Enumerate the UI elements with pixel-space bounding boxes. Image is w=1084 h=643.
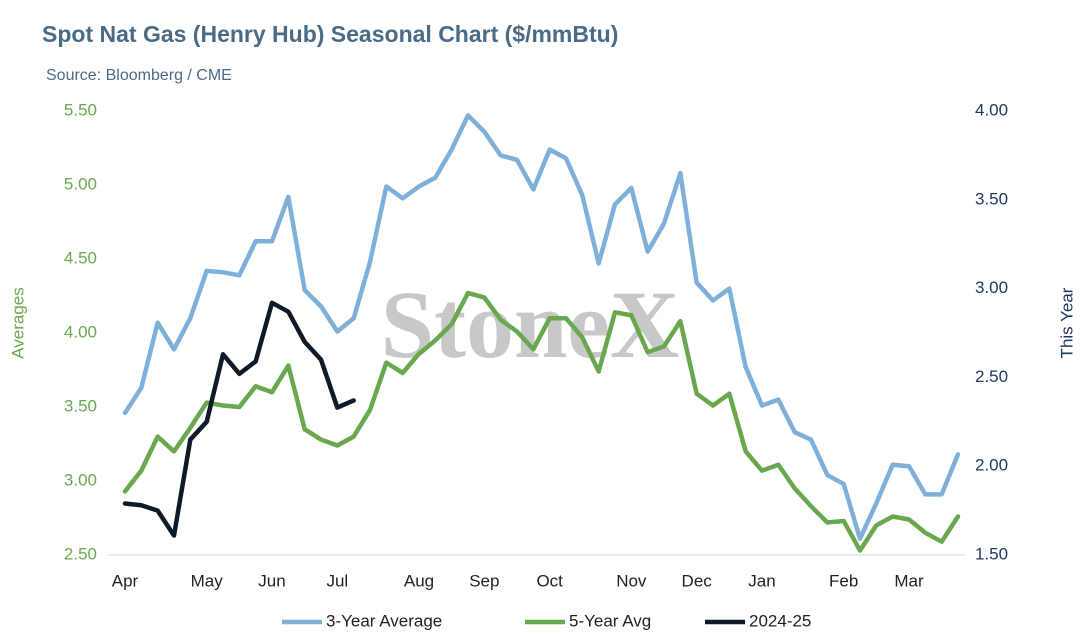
chart-title: Spot Nat Gas (Henry Hub) Seasonal Chart … [42,21,618,47]
y2-tick-label: 4.00 [975,100,1008,119]
y-axis-label: Averages [8,287,27,359]
x-tick-label: Oct [536,571,563,590]
y2-tick-label: 1.50 [975,544,1008,563]
x-tick-label: Aug [404,571,434,590]
y2-axis-label: This Year [1057,287,1076,358]
series-line [122,290,961,553]
x-tick-label: Jun [258,571,285,590]
x-tick-label: Jul [326,571,348,590]
y-tick-label: 3.50 [64,396,97,415]
x-tick-label: Feb [829,571,858,590]
y-tick-label: 5.50 [64,100,97,119]
x-tick-label: May [191,571,224,590]
y-tick-label: 4.50 [64,248,97,267]
y-tick-label: 4.00 [64,322,97,341]
series-line [122,300,356,538]
y2-tick-label: 3.50 [975,189,1008,208]
y2-tick-label: 2.50 [975,367,1008,386]
y-tick-label: 2.50 [64,544,97,563]
x-tick-label: Dec [682,571,713,590]
legend-label: 3-Year Average [326,611,442,630]
x-tick-label: Mar [894,571,924,590]
y2-tick-label: 3.00 [975,278,1008,297]
chart-subtitle: Source: Bloomberg / CME [46,67,232,84]
y-tick-label: 3.00 [64,470,97,489]
x-tick-label: Nov [616,571,647,590]
x-tick-label: Sep [469,571,499,590]
legend-label: 2024-25 [749,611,811,630]
watermark: StoneX [381,271,680,378]
x-tick-label: Jan [748,571,775,590]
y2-tick-label: 2.00 [975,456,1008,475]
legend-label: 5-Year Avg [569,611,651,630]
series-line [122,113,961,541]
y-tick-label: 5.00 [64,174,97,193]
x-tick-label: Apr [112,571,139,590]
